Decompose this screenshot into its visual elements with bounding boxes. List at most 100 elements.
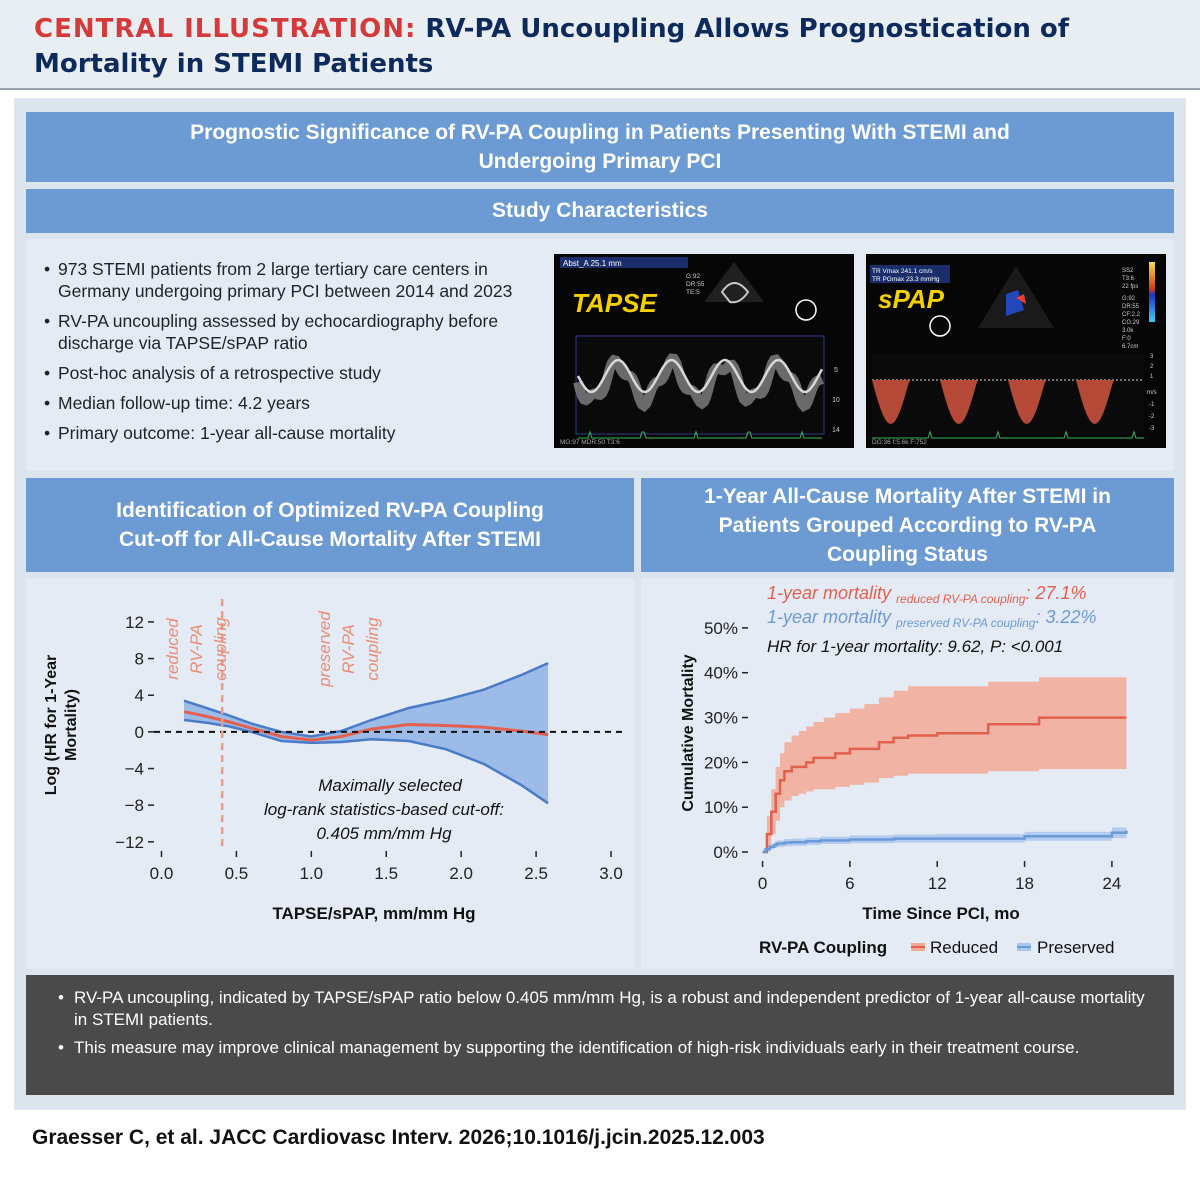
top-banner-line1: Prognostic Significance of RV-PA Couplin… (190, 121, 1010, 144)
spap-overlay-8: 3.0k (1122, 328, 1134, 334)
x-tick-label: 0.0 (150, 864, 174, 883)
top-banner: Prognostic Significance of RV-PA Couplin… (26, 112, 1174, 182)
spap-footer: DG:36 f:5.6k F:752 (872, 439, 927, 446)
reduced-confidence-band (762, 670, 1127, 852)
spap-status-2: TR PGmax 23.3 mmHg (872, 276, 940, 283)
spap-overlay-2: T3:6 (1122, 276, 1135, 282)
x-axis-label: TAPSE/sPAP, mm/mm Hg (272, 904, 475, 923)
left-heading-line1: Identification of Optimized RV-PA Coupli… (116, 499, 544, 522)
reduced-mortality-annotation: 1-year mortality reduced RV-PA coupling:… (767, 583, 1087, 606)
x-tick-label: 1.5 (374, 864, 398, 883)
right-heading-line1: 1-Year All-Cause Mortality After STEMI i… (704, 484, 1111, 508)
spap-depth: 6.7cm (1122, 344, 1138, 350)
y-axis-label: Cumulative Mortality (680, 654, 697, 811)
spap-scale-3: 1 (1150, 374, 1154, 380)
x-tick-label: 0.5 (225, 864, 249, 883)
citation: Graesser C, et al. JACC Cardiovasc Inter… (32, 1126, 765, 1149)
x-tick-label: 6 (845, 874, 854, 893)
tapse-label: TAPSE (572, 288, 657, 318)
y-tick-label: 8 (135, 650, 144, 669)
spap-scale-1: 3 (1150, 354, 1154, 360)
top-banner-line2: Undergoing Primary PCI (478, 150, 722, 173)
tapse-echo-graphic: Abst_A 25.1 mm G:92 DR:55 TE:5 5 10 14 M… (560, 257, 840, 446)
y-tick-label: 0% (713, 843, 738, 862)
title-text: RV-PA Uncoupling Allows Prognostication … (34, 14, 1070, 79)
y-tick-label: −12 (115, 833, 144, 852)
hr-estimate-line (183, 710, 549, 742)
tapse-overlay-3: TE:5 (686, 289, 700, 296)
spap-scale-5: -1 (1149, 402, 1155, 408)
cutoff-annotation: 0.405 mm/mm Hg (316, 824, 452, 843)
right-panel-heading: 1-Year All-Cause Mortality After STEMI i… (641, 478, 1174, 572)
spap-overlay-3: 22 fps (1122, 284, 1138, 290)
right-heading-line2: Patients Grouped According to RV-PA (718, 513, 1097, 537)
tapse-scale-1: 5 (834, 367, 838, 374)
x-tick-label: 18 (1015, 874, 1034, 893)
tapse-scale-3: 14 (832, 427, 840, 434)
spap-overlay-6: CF:2.2 (1122, 312, 1141, 318)
x-tick-label: 12 (928, 874, 947, 893)
legend-label-preserved: Preserved (1037, 938, 1114, 957)
reduced-region-label: reduced RV-PA coupling (163, 617, 230, 681)
hr-lower-bound-line (183, 718, 549, 805)
cutoff-annotation: log-rank statistics-based cut-off: (264, 800, 504, 819)
study-heading: Study Characteristics (26, 189, 1174, 233)
spap-echo-graphic: TR Vmax 241.1 cm/s TR PGmax 23.3 mmHg SS… (870, 262, 1157, 446)
x-tick-label: 3.0 (599, 864, 623, 883)
left-heading-line2: Cut-off for All-Cause Mortality After ST… (119, 528, 541, 551)
conclusion-bullets: RV-PA uncoupling, indicated by TAPSE/sPA… (58, 987, 1158, 1065)
x-tick-label: 0 (758, 874, 767, 893)
reduced-mortality-line (762, 716, 1127, 854)
x-tick-label: 1.0 (300, 864, 324, 883)
x-axis-label: Time Since PCI, mo (862, 904, 1019, 923)
km-mortality-chart: 0% 10% 20% 30% 40% 50% 0 6 12 18 24 Time Since PCI,… (680, 583, 1128, 957)
y-tick-label: 40% (704, 664, 738, 683)
y-tick-label: 0 (135, 723, 144, 742)
conclusion-bullet: This measure may improve clinical manage… (58, 1037, 1158, 1059)
spap-overlay-4: G:92 (1122, 296, 1136, 302)
x-tick-label: 2.5 (524, 864, 548, 883)
spap-scale-4: m/s (1147, 390, 1157, 396)
spap-overlay-7: CG:29 (1122, 320, 1140, 326)
header: CENTRAL ILLUSTRATION: RV-PA Uncoupling A… (0, 0, 1200, 90)
y-tick-label: 4 (135, 686, 144, 705)
y-tick-label: 10% (704, 798, 738, 817)
tapse-overlay-2: DR:55 (686, 281, 705, 288)
spap-scale-7: -3 (1149, 426, 1155, 432)
right-heading-line3: Coupling Status (827, 542, 988, 566)
conclusion-bullet: RV-PA uncoupling, indicated by TAPSE/sPA… (58, 987, 1158, 1031)
hr-spline-chart: 12 8 4 0 −4 −8 −12 0.0 0.5 1.0 1.5 2.0 2.5 3.0 TAPSE/s… (43, 599, 626, 923)
y-tick-label: 20% (704, 753, 738, 772)
spap-overlay-5: DR:55 (1122, 304, 1140, 310)
y-tick-label: −4 (125, 760, 144, 779)
page-title: CENTRAL ILLUSTRATION: RV-PA Uncoupling A… (34, 12, 1174, 82)
x-tick-label: 2.0 (449, 864, 473, 883)
spap-label: sPAP (878, 284, 944, 314)
hr-annotation: HR for 1-year mortality: 9.62, P: <0.001 (767, 637, 1063, 656)
tapse-status: Abst_A 25.1 mm (563, 259, 622, 268)
tapse-footer: MG:97 MDR:50 T3:6 (560, 439, 620, 446)
y-tick-label: −8 (125, 796, 144, 815)
cutoff-annotation: Maximally selected (318, 776, 462, 795)
spap-scale-6: -2 (1149, 414, 1155, 420)
spap-status-1: TR Vmax 241.1 cm/s (872, 268, 933, 275)
study-bullets: 973 STEMI patients from 2 large tertiary… (44, 258, 514, 452)
spap-overlay-1: SS2 (1122, 268, 1134, 274)
title-lead: CENTRAL ILLUSTRATION: (34, 14, 417, 44)
study-bullet: Primary outcome: 1-year all-cause mortal… (44, 422, 514, 444)
study-bullet: RV-PA uncoupling assessed by echocardiog… (44, 310, 514, 354)
tapse-scale-2: 10 (832, 397, 840, 404)
x-tick-label: 24 (1102, 874, 1121, 893)
spap-scale-2: 2 (1150, 364, 1154, 370)
preserved-mortality-annotation: 1-year mortality preserved RV-PA couplin… (767, 607, 1097, 630)
tapse-echo-image: Abst_A 25.1 mm G:92 DR:55 TE:5 5 10 14 M… (554, 254, 854, 448)
study-heading-text: Study Characteristics (492, 199, 708, 222)
legend-title: RV-PA Coupling (759, 938, 887, 957)
spap-overlay-9: F:0 (1122, 336, 1131, 342)
preserved-mortality-line (762, 830, 1128, 854)
y-axis-label: Log (HR for 1-Year Mortality) (43, 655, 80, 795)
y-tick-label: 12 (125, 613, 144, 632)
left-panel-heading: Identification of Optimized RV-PA Coupli… (26, 478, 634, 572)
legend-label-reduced: Reduced (930, 938, 998, 957)
y-tick-label: 30% (704, 709, 738, 728)
